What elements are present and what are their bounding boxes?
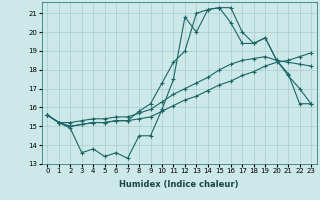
X-axis label: Humidex (Indice chaleur): Humidex (Indice chaleur) xyxy=(119,180,239,189)
